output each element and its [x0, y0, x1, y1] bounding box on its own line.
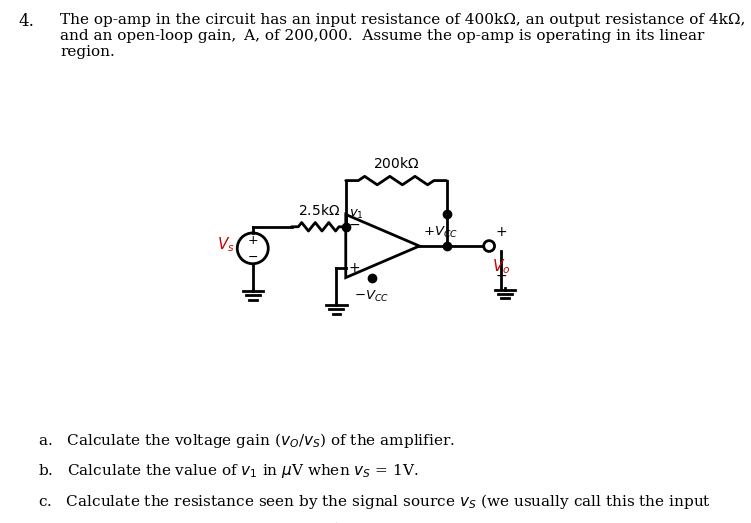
Text: a.   Calculate the voltage gain ($v_O$/$v_S$) of the amplifier.: a. Calculate the voltage gain ($v_O$/$v_…: [38, 431, 454, 450]
Text: $\mathit{V}_s$: $\mathit{V}_s$: [217, 235, 234, 254]
Text: $-$: $-$: [247, 249, 258, 263]
Circle shape: [484, 241, 495, 252]
Text: The op-amp in the circuit has an input resistance of 400kΩ, an output resistance: The op-amp in the circuit has an input r…: [60, 13, 746, 60]
Text: $+$: $+$: [495, 225, 507, 239]
Text: $-$: $-$: [495, 268, 507, 282]
Text: $+$: $+$: [247, 234, 258, 247]
Text: $v_1$: $v_1$: [349, 208, 363, 221]
Text: $+$: $+$: [348, 262, 360, 275]
Text: impedance of the amplifier circuit).: impedance of the amplifier circuit).: [38, 522, 345, 523]
Text: c.   Calculate the resistance seen by the signal source $v_S$ (we usually call t: c. Calculate the resistance seen by the …: [38, 492, 710, 511]
Text: $-V_{CC}$: $-V_{CC}$: [354, 289, 389, 304]
Text: $+V_{CC}$: $+V_{CC}$: [423, 225, 458, 241]
Text: $\mathit{V}_o$: $\mathit{V}_o$: [491, 257, 510, 276]
Text: 2.5k$\Omega$: 2.5k$\Omega$: [297, 202, 339, 218]
Text: 200k$\Omega$: 200k$\Omega$: [372, 156, 420, 172]
Text: b.   Calculate the value of $v_1$ in $\mu$V when $v_S$ = 1V.: b. Calculate the value of $v_1$ in $\mu$…: [38, 462, 418, 480]
Text: 4.: 4.: [19, 13, 35, 30]
Text: $-$: $-$: [348, 217, 360, 231]
